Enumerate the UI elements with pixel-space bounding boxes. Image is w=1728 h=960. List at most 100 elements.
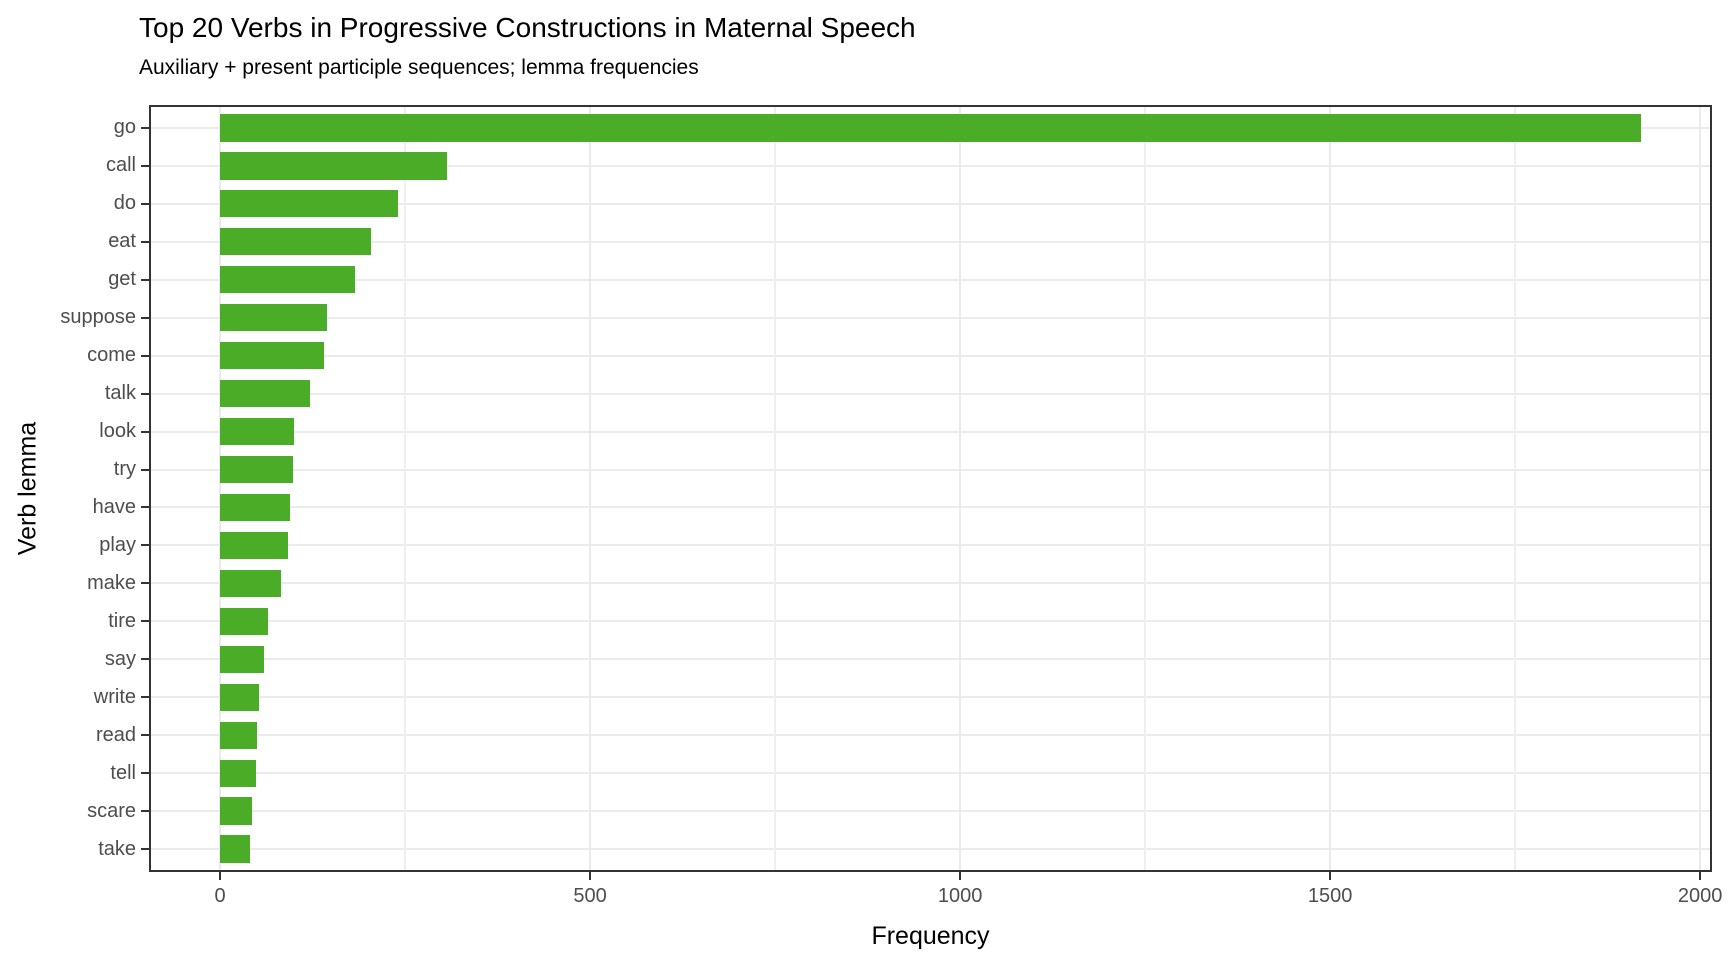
x-tick-label-1500: 1500 [1307,885,1353,907]
chart-subtitle: Auxiliary + present participle sequences… [139,56,699,79]
y-tick-play [141,544,149,547]
y-tick-label-play: play [99,533,136,556]
y-tick-label-scare: scare [87,799,136,822]
gridline-row-suppose [149,316,1712,319]
x-tick-0 [219,872,222,880]
bar-say [220,645,265,674]
y-tick-get [141,278,149,281]
bar-eat [220,227,371,256]
y-tick-look [141,430,149,433]
gridline-row-read [149,734,1712,737]
gridline-row-say [149,658,1712,661]
bar-tell [220,759,256,788]
bar-take [220,835,251,863]
gridline-row-have [149,506,1712,509]
gridline-row-look [149,430,1712,433]
y-tick-tell [141,772,149,775]
y-tick-come [141,354,149,357]
gridline-x-1500 [1329,105,1332,872]
y-tick-label-get: get [108,268,136,291]
x-tick-500 [589,872,592,880]
gridline-row-do [149,202,1712,205]
y-tick-do [141,202,149,205]
y-tick-label-make: make [87,571,136,594]
gridline-row-tell [149,772,1712,775]
plot-panel [149,105,1712,872]
bar-read [220,721,258,750]
gridline-row-come [149,354,1712,357]
bar-scare [220,797,252,825]
gridline-x-1000 [959,105,962,872]
y-axis-title: Verb lemma [13,421,42,556]
gridline-x-minor-750 [774,105,776,872]
x-tick-label-2000: 2000 [1677,885,1723,907]
y-tick-label-go: go [113,116,136,139]
y-tick-label-come: come [87,344,136,367]
y-tick-label-call: call [105,154,136,177]
gridline-x-0 [219,105,222,872]
y-tick-label-read: read [95,723,136,746]
bar-make [220,569,281,598]
x-tick-label-500: 500 [573,885,607,907]
gridline-x-minor-1750 [1514,105,1516,872]
y-tick-label-have: have [92,495,136,518]
bar-play [220,531,289,560]
y-tick-label-try: try [113,458,136,480]
y-tick-take [141,848,149,851]
y-tick-call [141,164,149,167]
gridline-row-scare [149,810,1712,813]
y-tick-have [141,506,149,509]
y-tick-go [141,126,149,129]
y-tick-label-tell: tell [110,761,136,784]
bar-tire [220,607,269,636]
x-tick-label-0: 0 [214,885,226,907]
y-tick-say [141,658,149,661]
gridline-x-500 [589,105,592,872]
gridline-row-play [149,544,1712,547]
bar-have [220,493,291,522]
gridline-row-get [149,278,1712,281]
bar-come [220,341,325,370]
y-tick-talk [141,392,149,395]
y-tick-tire [141,620,149,623]
y-tick-label-tire: tire [108,609,136,632]
gridline-row-call [149,164,1712,167]
y-tick-scare [141,810,149,813]
gridline-row-tire [149,620,1712,623]
y-tick-write [141,696,149,699]
gridline-row-make [149,582,1712,585]
gridline-row-try [149,468,1712,471]
gridline-row-talk [149,392,1712,395]
x-tick-1000 [959,872,962,880]
chart-title: Top 20 Verbs in Progressive Construction… [139,12,916,43]
bar-write [220,683,260,712]
y-tick-label-eat: eat [108,230,136,253]
y-tick-label-suppose: suppose [60,306,136,329]
bar-try [220,455,293,484]
gridline-x-minor-1250 [1144,105,1146,872]
bar-talk [220,379,311,408]
y-tick-try [141,468,149,471]
gridline-x-minor-250 [404,105,406,872]
bar-go [220,114,1641,142]
x-axis-title: Frequency [871,922,990,950]
x-tick-label-1000: 1000 [937,885,983,907]
gridline-row-take [149,848,1712,851]
bar-call [220,152,448,180]
y-tick-make [141,582,149,585]
y-tick-label-say: say [104,647,136,670]
y-tick-label-write: write [93,685,136,708]
y-tick-eat [141,240,149,243]
y-tick-label-look: look [99,420,136,443]
gridline-row-eat [149,240,1712,243]
gridline-x-2000 [1699,105,1702,872]
y-tick-label-take: take [98,837,136,860]
x-tick-2000 [1699,872,1702,880]
y-tick-label-do: do [113,192,136,215]
bar-get [220,265,355,294]
gridline-row-write [149,696,1712,699]
y-tick-read [141,734,149,737]
y-tick-suppose [141,316,149,319]
y-tick-label-talk: talk [104,382,136,405]
